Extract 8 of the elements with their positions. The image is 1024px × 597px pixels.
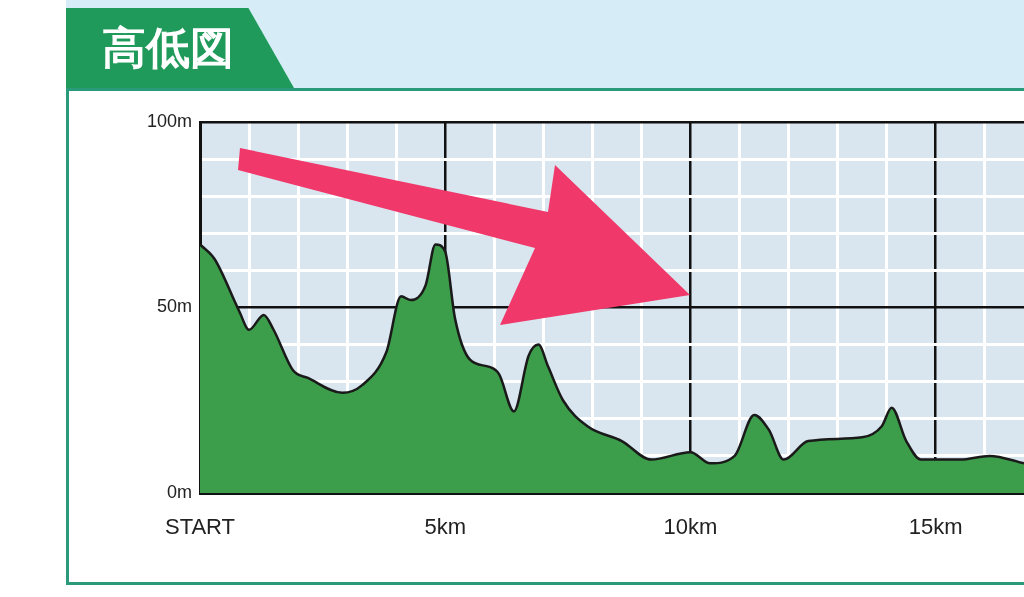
y-tick-label: 50m (156, 296, 192, 317)
x-tick-label: 5km (424, 514, 467, 540)
x-tick-label: 10km (663, 514, 718, 540)
y-tick-label: 100m (146, 110, 192, 131)
chart-title: 高低図 (66, 8, 294, 88)
y-tick-label: 0m (166, 481, 192, 502)
x-tick-label: 15km (908, 514, 963, 540)
x-tick-label: START (164, 514, 236, 540)
